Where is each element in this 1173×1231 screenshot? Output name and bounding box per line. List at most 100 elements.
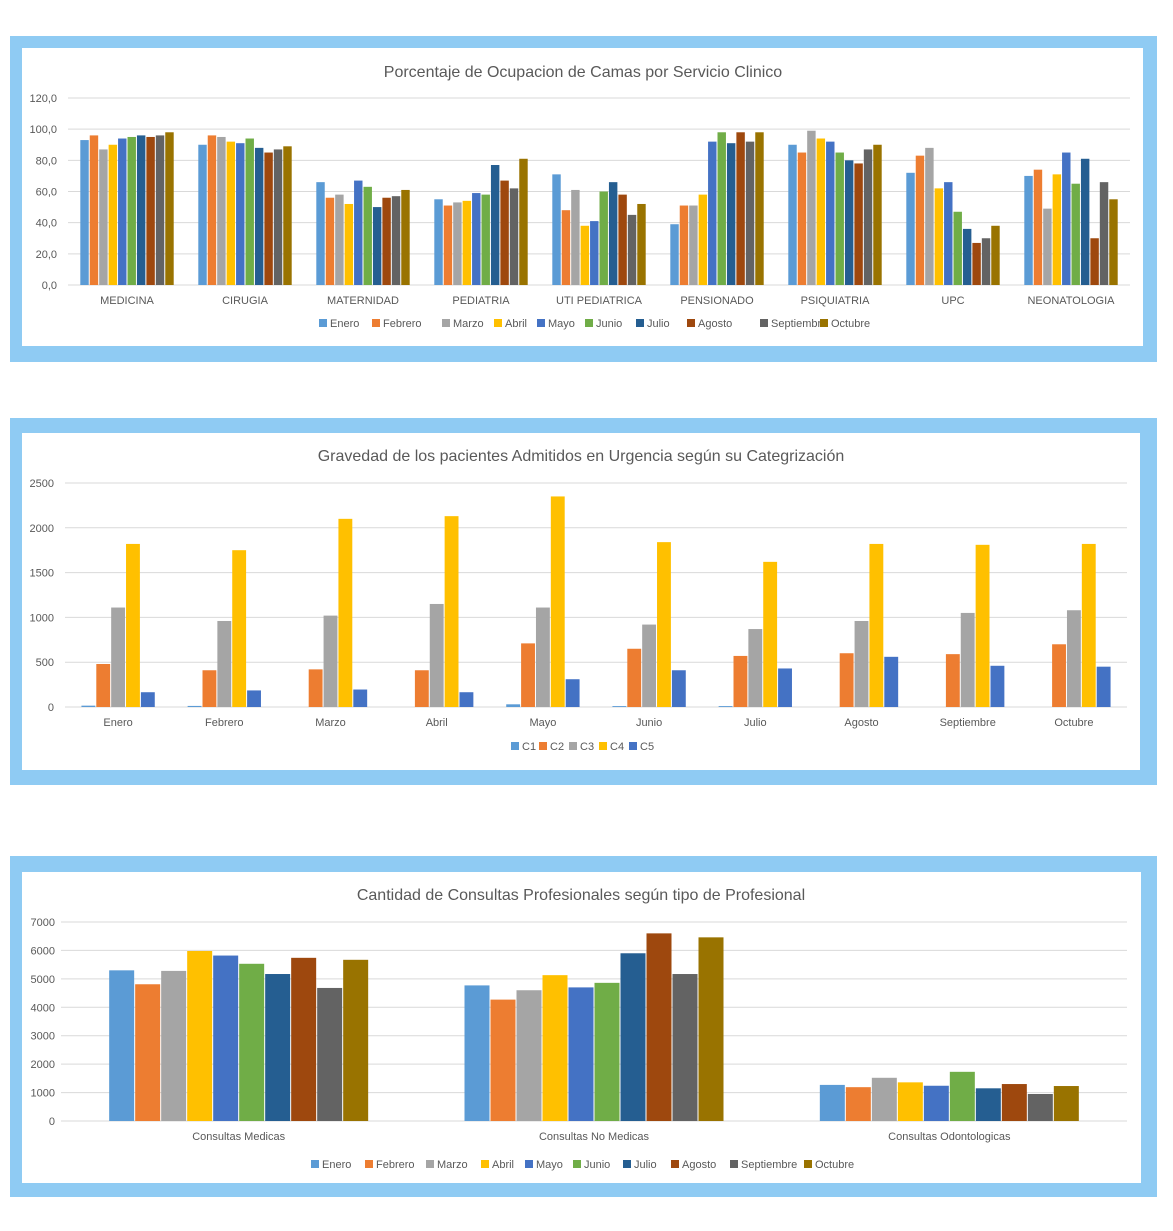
bar bbox=[509, 188, 519, 285]
bar bbox=[372, 207, 382, 285]
bar bbox=[414, 670, 429, 707]
legend-swatch bbox=[537, 319, 545, 327]
legend-label: Octubre bbox=[831, 318, 870, 330]
bar bbox=[391, 196, 401, 285]
bar bbox=[213, 955, 239, 1121]
bar bbox=[247, 690, 261, 707]
bar bbox=[146, 136, 155, 285]
bar bbox=[1109, 199, 1118, 285]
legend-label: Septiembre bbox=[741, 1159, 797, 1171]
bar bbox=[945, 654, 960, 707]
y-tick-label: 100,0 bbox=[29, 124, 57, 136]
bar bbox=[343, 959, 369, 1121]
y-tick-label: 4000 bbox=[31, 1002, 55, 1014]
x-tick-label: CIRUGIA bbox=[222, 295, 269, 307]
bar bbox=[565, 679, 580, 707]
bar bbox=[325, 197, 335, 285]
bar bbox=[291, 957, 317, 1121]
bar bbox=[353, 689, 368, 707]
y-tick-label: 80,0 bbox=[36, 155, 57, 167]
bar bbox=[816, 138, 826, 285]
bar bbox=[80, 140, 89, 285]
chart-panel-gravedad bbox=[22, 433, 1140, 770]
bar bbox=[580, 225, 590, 285]
bar bbox=[807, 130, 816, 285]
bar bbox=[1053, 1086, 1079, 1121]
bar bbox=[217, 620, 232, 707]
bar bbox=[338, 518, 353, 707]
bar bbox=[612, 706, 627, 707]
bar bbox=[671, 670, 686, 707]
legend-swatch bbox=[319, 319, 327, 327]
bar bbox=[99, 149, 108, 285]
bar bbox=[254, 147, 264, 285]
bar bbox=[854, 620, 869, 707]
bar bbox=[934, 188, 944, 285]
legend-swatch bbox=[636, 319, 644, 327]
legend-label: Agosto bbox=[698, 318, 732, 330]
y-tick-label: 2500 bbox=[30, 478, 54, 490]
y-tick-label: 2000 bbox=[31, 1059, 55, 1071]
bar bbox=[1027, 1093, 1053, 1121]
y-tick-label: 3000 bbox=[31, 1031, 55, 1043]
x-tick-label: PEDIATRIA bbox=[452, 295, 510, 307]
y-tick-label: 1500 bbox=[30, 568, 54, 580]
legend-swatch bbox=[804, 1160, 812, 1168]
x-tick-label: Consultas No Medicas bbox=[539, 1131, 650, 1143]
bar bbox=[788, 144, 797, 285]
bar bbox=[637, 203, 646, 285]
legend-label: Julio bbox=[634, 1159, 657, 1171]
bar bbox=[991, 225, 1000, 285]
bar bbox=[283, 146, 292, 285]
bar bbox=[915, 155, 925, 285]
bar bbox=[698, 194, 708, 285]
bar bbox=[443, 205, 453, 285]
x-tick-label: Consultas Medicas bbox=[192, 1131, 285, 1143]
y-tick-label: 1000 bbox=[31, 1088, 55, 1100]
bar bbox=[239, 963, 265, 1121]
bar bbox=[217, 136, 226, 285]
bar bbox=[226, 141, 236, 285]
legend-swatch bbox=[730, 1160, 738, 1168]
bar bbox=[657, 542, 671, 707]
bar bbox=[118, 138, 127, 285]
bar bbox=[869, 543, 884, 707]
chart-title: Gravedad de los pacientes Admitidos en U… bbox=[318, 448, 845, 465]
legend-label: Agosto bbox=[682, 1159, 716, 1171]
bar bbox=[797, 152, 807, 285]
bar bbox=[897, 1082, 923, 1121]
bar bbox=[434, 199, 443, 285]
bar bbox=[535, 607, 550, 707]
legend-swatch bbox=[426, 1160, 434, 1168]
bar bbox=[236, 143, 245, 285]
bar bbox=[363, 186, 372, 285]
bar bbox=[136, 135, 146, 285]
legend-swatch bbox=[629, 742, 637, 750]
x-tick-label: Septiembre bbox=[940, 717, 996, 729]
bar bbox=[81, 705, 96, 707]
bar bbox=[521, 643, 535, 707]
legend-label: C2 bbox=[550, 741, 564, 753]
bar bbox=[187, 951, 213, 1121]
bar bbox=[187, 705, 202, 707]
x-tick-label: UPC bbox=[941, 295, 964, 307]
y-tick-label: 2000 bbox=[30, 523, 54, 535]
bar bbox=[111, 607, 126, 707]
bar bbox=[1071, 183, 1080, 285]
bar bbox=[835, 152, 844, 285]
x-tick-label: Julio bbox=[744, 717, 767, 729]
y-tick-label: 120,0 bbox=[29, 93, 57, 105]
legend-label: Octubre bbox=[815, 1159, 854, 1171]
bar bbox=[472, 193, 481, 285]
x-tick-label: UTI PEDIATRICA bbox=[556, 295, 643, 307]
bar bbox=[552, 174, 561, 285]
legend-swatch bbox=[623, 1160, 631, 1168]
bar bbox=[481, 194, 490, 285]
bar bbox=[401, 189, 410, 285]
bar bbox=[568, 987, 594, 1121]
legend-swatch bbox=[481, 1160, 489, 1168]
chart-title: Porcentaje de Ocupacion de Camas por Ser… bbox=[384, 64, 783, 81]
bar bbox=[745, 141, 755, 285]
bar bbox=[140, 692, 155, 707]
